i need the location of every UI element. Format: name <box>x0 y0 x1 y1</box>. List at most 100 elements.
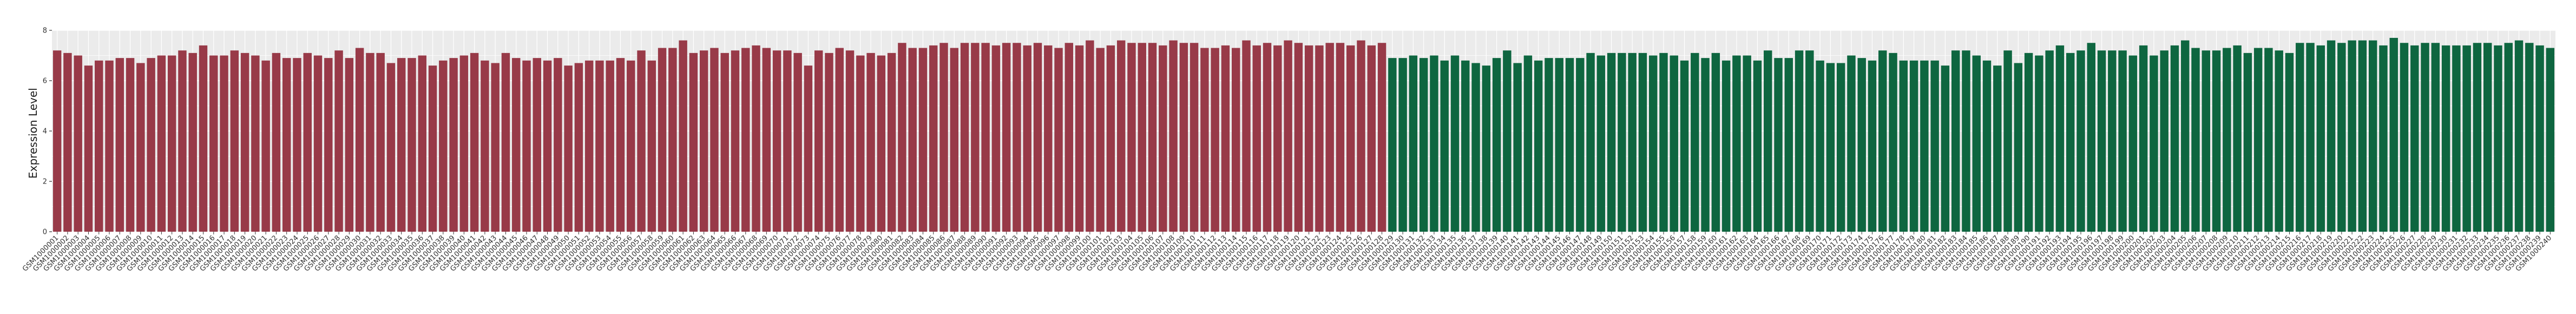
bar <box>804 66 813 232</box>
bar <box>2024 53 2033 232</box>
bar <box>2358 40 2367 232</box>
bar <box>115 58 124 232</box>
bar <box>105 60 114 232</box>
bar <box>1304 45 1313 232</box>
bar <box>2400 43 2409 232</box>
bar <box>1764 50 1772 232</box>
bar <box>2473 43 2482 232</box>
bar <box>752 45 760 232</box>
bar <box>564 66 573 232</box>
bar <box>1263 43 1272 232</box>
bar <box>63 53 72 232</box>
bar <box>2535 45 2544 232</box>
bar <box>1377 43 1386 232</box>
bar <box>1513 63 1522 232</box>
bar <box>1743 55 1751 232</box>
bar <box>209 55 218 232</box>
bar <box>1691 53 1699 232</box>
bar <box>1138 43 1146 232</box>
bar <box>2202 50 2210 232</box>
bar <box>136 63 145 232</box>
bar <box>1346 45 1355 232</box>
bar <box>1064 43 1074 232</box>
bar <box>710 48 719 232</box>
bar <box>2233 45 2242 232</box>
bar <box>595 60 604 232</box>
bar <box>2076 50 2085 232</box>
bar <box>2243 53 2252 232</box>
y-axis-title: Expression Level <box>27 88 40 179</box>
bar <box>2139 45 2148 232</box>
bar <box>199 45 208 232</box>
bar <box>2285 53 2294 232</box>
bar <box>1774 58 1783 232</box>
bar <box>1659 53 1668 232</box>
bar <box>1252 45 1261 232</box>
bar <box>522 60 531 232</box>
bar <box>188 53 197 232</box>
bar <box>898 43 906 232</box>
bar <box>1294 43 1303 232</box>
bar <box>2441 45 2450 232</box>
bar <box>1795 50 1804 232</box>
bar <box>1461 60 1470 232</box>
bar <box>1993 66 2002 232</box>
bar <box>2097 50 2106 232</box>
bar <box>1868 60 1877 232</box>
bar <box>1409 55 1418 232</box>
bar <box>2368 40 2377 232</box>
bar <box>2264 48 2273 232</box>
bar <box>1576 58 1585 232</box>
y-tick-label: 2 <box>43 178 47 186</box>
bar <box>1440 60 1449 232</box>
bar <box>1492 58 1501 232</box>
bar <box>1221 45 1230 232</box>
bar <box>2087 43 2095 232</box>
bar <box>418 55 426 232</box>
bar <box>2128 55 2138 232</box>
bar <box>386 63 396 232</box>
bar <box>2483 43 2492 232</box>
bar <box>1357 40 1365 232</box>
bar <box>1951 50 1960 232</box>
bar <box>2379 45 2388 232</box>
bar <box>2306 43 2315 232</box>
bar <box>1962 50 1970 232</box>
bar <box>1398 58 1407 232</box>
bar <box>627 60 635 232</box>
bar <box>1899 60 1908 232</box>
bar <box>1889 53 1897 232</box>
bar <box>1190 43 1199 232</box>
bar <box>679 40 687 232</box>
bar <box>1670 55 1678 232</box>
bar <box>533 58 541 232</box>
bar <box>1920 60 1929 232</box>
bar <box>1127 43 1136 232</box>
bar <box>1596 55 1606 232</box>
bar <box>1419 58 1428 232</box>
bar <box>856 55 865 232</box>
bar <box>606 60 614 232</box>
y-tick-label: 4 <box>43 128 47 136</box>
bar <box>616 58 625 232</box>
bar <box>2066 53 2075 232</box>
bar <box>1941 66 1950 232</box>
bar <box>814 50 823 232</box>
bar <box>1909 60 1918 232</box>
bar <box>1075 45 1084 232</box>
bar <box>303 53 312 232</box>
bar <box>783 50 792 232</box>
bar <box>2337 43 2346 232</box>
bar <box>1033 43 1042 232</box>
bar <box>772 50 781 232</box>
bar <box>1200 48 1209 232</box>
bar <box>2494 45 2502 232</box>
bar <box>2253 48 2263 232</box>
bar <box>95 60 103 232</box>
bar <box>1618 53 1626 232</box>
bar <box>1784 58 1793 232</box>
bar <box>1169 40 1178 232</box>
bar <box>1649 55 1658 232</box>
bar <box>449 58 458 232</box>
bar <box>1159 45 1167 232</box>
